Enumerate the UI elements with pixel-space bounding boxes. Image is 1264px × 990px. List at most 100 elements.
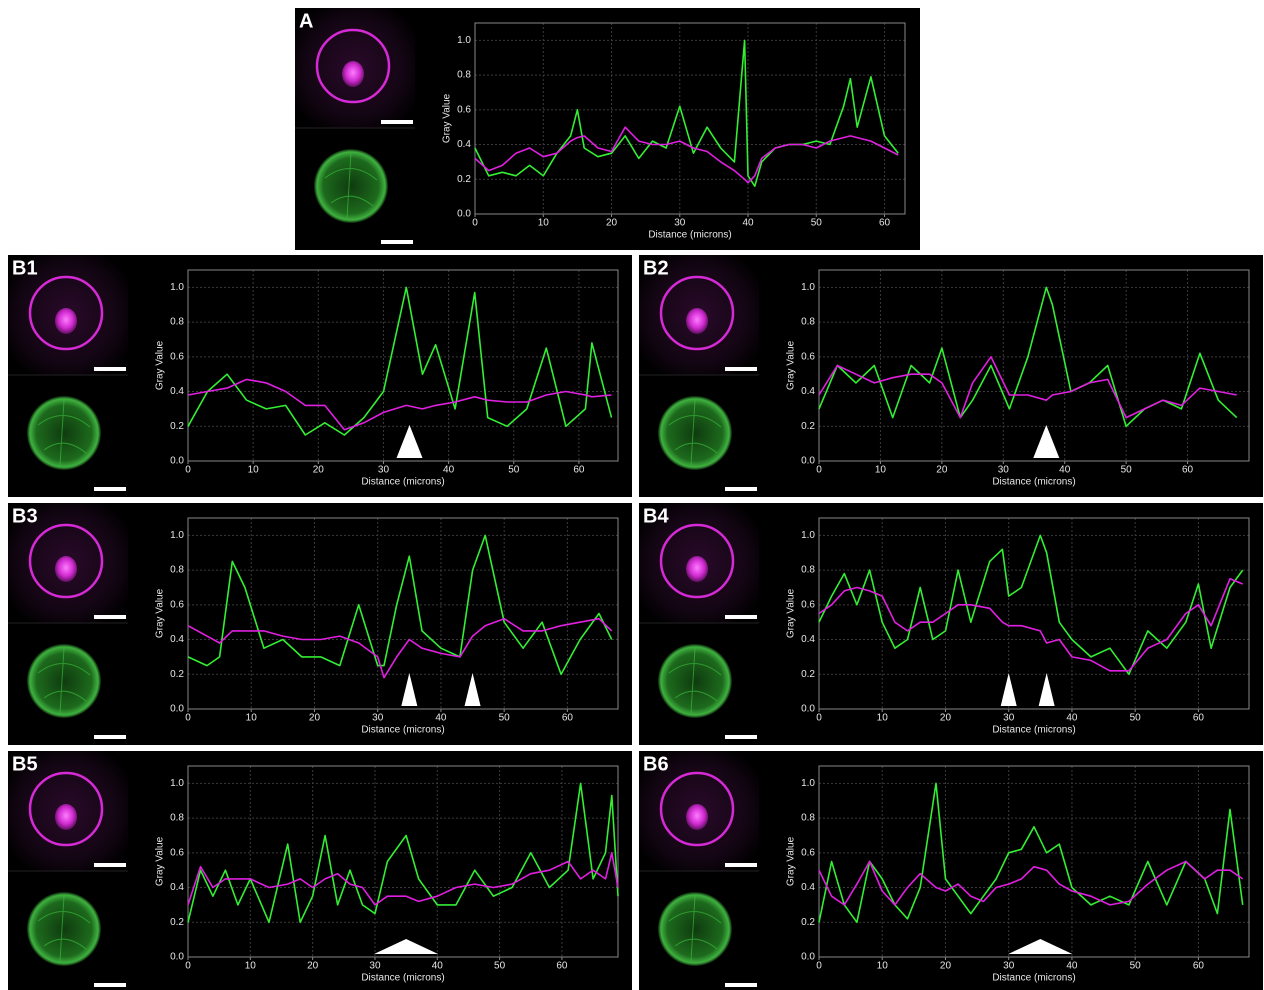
x-tick-label: 30 [378, 465, 390, 476]
panel-label: B3 [12, 505, 38, 527]
panel-label: B2 [643, 257, 669, 279]
x-tick-label: 40 [1059, 465, 1071, 476]
y-tick-label: 0.2 [170, 421, 184, 432]
page: {"chart_data": [ {"type": "line", "label… [0, 0, 1264, 990]
y-axis-label: Gray Value [442, 93, 453, 143]
y-tick-label: 0.6 [801, 599, 815, 610]
y-tick-label: 1.0 [170, 530, 184, 541]
x-tick-label: 0 [185, 961, 191, 972]
nucleus [55, 804, 77, 830]
y-tick-label: 0.4 [801, 634, 815, 645]
y-tick-label: 0.0 [801, 704, 815, 715]
y-tick-label: 0.4 [170, 882, 184, 893]
y-tick-label: 1.0 [170, 282, 184, 293]
y-tick-label: 0.2 [801, 917, 815, 928]
y-tick-label: 0.8 [170, 565, 184, 576]
x-tick-label: 20 [309, 713, 321, 724]
x-tick-label: 30 [1003, 961, 1015, 972]
nucleus [686, 556, 708, 582]
x-tick-label: 0 [185, 465, 191, 476]
y-tick-label: 0.2 [457, 174, 471, 185]
panel-label: B1 [12, 257, 38, 279]
x-tick-label: 60 [562, 713, 574, 724]
y-axis-label: Gray Value [786, 836, 797, 886]
y-tick-label: 1.0 [457, 35, 471, 46]
scale-bar [725, 863, 757, 867]
x-tick-label: 20 [940, 713, 952, 724]
y-tick-label: 0.8 [170, 317, 184, 328]
x-tick-label: 20 [307, 961, 319, 972]
y-tick-label: 0.8 [801, 813, 815, 824]
x-tick-label: 40 [1066, 713, 1078, 724]
figure: A0.00.20.40.60.81.00102030405060Distance… [0, 0, 1264, 990]
y-axis-label: Gray Value [155, 340, 166, 390]
x-tick-label: 30 [674, 218, 686, 229]
x-tick-label: 30 [1003, 713, 1015, 724]
y-tick-label: 0.0 [170, 952, 184, 963]
x-tick-label: 10 [877, 961, 889, 972]
x-tick-label: 20 [313, 465, 325, 476]
scale-bar [725, 735, 757, 739]
x-tick-label: 0 [816, 465, 822, 476]
y-tick-label: 0.4 [801, 882, 815, 893]
scale-bar [94, 487, 126, 491]
scale-bar [725, 983, 757, 987]
x-tick-label: 50 [1130, 961, 1142, 972]
x-tick-label: 10 [245, 961, 257, 972]
y-tick-label: 0.0 [801, 456, 815, 467]
y-axis-label: Gray Value [155, 836, 166, 886]
x-tick-label: 50 [811, 218, 823, 229]
x-tick-label: 20 [606, 218, 618, 229]
y-tick-label: 1.0 [170, 778, 184, 789]
x-tick-label: 30 [372, 713, 384, 724]
x-tick-label: 20 [940, 961, 952, 972]
nucleus [55, 308, 77, 334]
scale-bar [94, 615, 126, 619]
y-tick-label: 0.6 [170, 847, 184, 858]
y-tick-label: 0.8 [170, 813, 184, 824]
x-tick-label: 50 [1130, 713, 1142, 724]
x-axis-label: Distance (microns) [361, 477, 444, 488]
y-axis-label: Gray Value [786, 588, 797, 638]
x-tick-label: 30 [369, 961, 381, 972]
x-axis-label: Distance (microns) [648, 230, 731, 241]
x-tick-label: 0 [472, 218, 478, 229]
x-axis-label: Distance (microns) [992, 477, 1075, 488]
nucleus [55, 556, 77, 582]
y-tick-label: 0.4 [801, 386, 815, 397]
x-tick-label: 60 [556, 961, 568, 972]
x-tick-label: 50 [508, 465, 520, 476]
x-tick-label: 50 [1121, 465, 1133, 476]
scale-bar [94, 863, 126, 867]
panel-label: B6 [643, 753, 669, 775]
y-tick-label: 0.0 [170, 704, 184, 715]
x-tick-label: 0 [185, 713, 191, 724]
y-tick-label: 1.0 [801, 530, 815, 541]
y-tick-label: 0.2 [170, 669, 184, 680]
y-tick-label: 0.6 [457, 104, 471, 115]
y-tick-label: 0.4 [170, 634, 184, 645]
x-tick-label: 10 [875, 465, 887, 476]
x-tick-label: 50 [499, 713, 511, 724]
x-tick-label: 40 [432, 961, 444, 972]
y-tick-label: 0.8 [801, 565, 815, 576]
x-axis-label: Distance (microns) [992, 725, 1075, 736]
x-tick-label: 60 [1182, 465, 1194, 476]
nucleus [686, 308, 708, 334]
x-tick-label: 40 [435, 713, 447, 724]
scale-bar [94, 367, 126, 371]
x-tick-label: 10 [877, 713, 889, 724]
y-tick-label: 0.8 [457, 70, 471, 81]
x-tick-label: 20 [936, 465, 948, 476]
scale-bar [381, 240, 413, 244]
panel-label: B4 [643, 505, 669, 527]
y-tick-label: 0.6 [801, 351, 815, 362]
scale-bar [381, 120, 413, 124]
x-axis-label: Distance (microns) [992, 973, 1075, 984]
y-tick-label: 0.4 [457, 139, 471, 150]
y-tick-label: 0.8 [801, 317, 815, 328]
x-tick-label: 30 [998, 465, 1010, 476]
scale-bar [94, 983, 126, 987]
x-tick-label: 40 [742, 218, 754, 229]
x-tick-label: 50 [494, 961, 506, 972]
